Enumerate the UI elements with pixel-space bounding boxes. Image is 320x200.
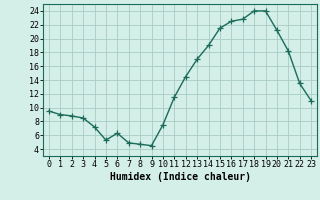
X-axis label: Humidex (Indice chaleur): Humidex (Indice chaleur) <box>109 172 251 182</box>
